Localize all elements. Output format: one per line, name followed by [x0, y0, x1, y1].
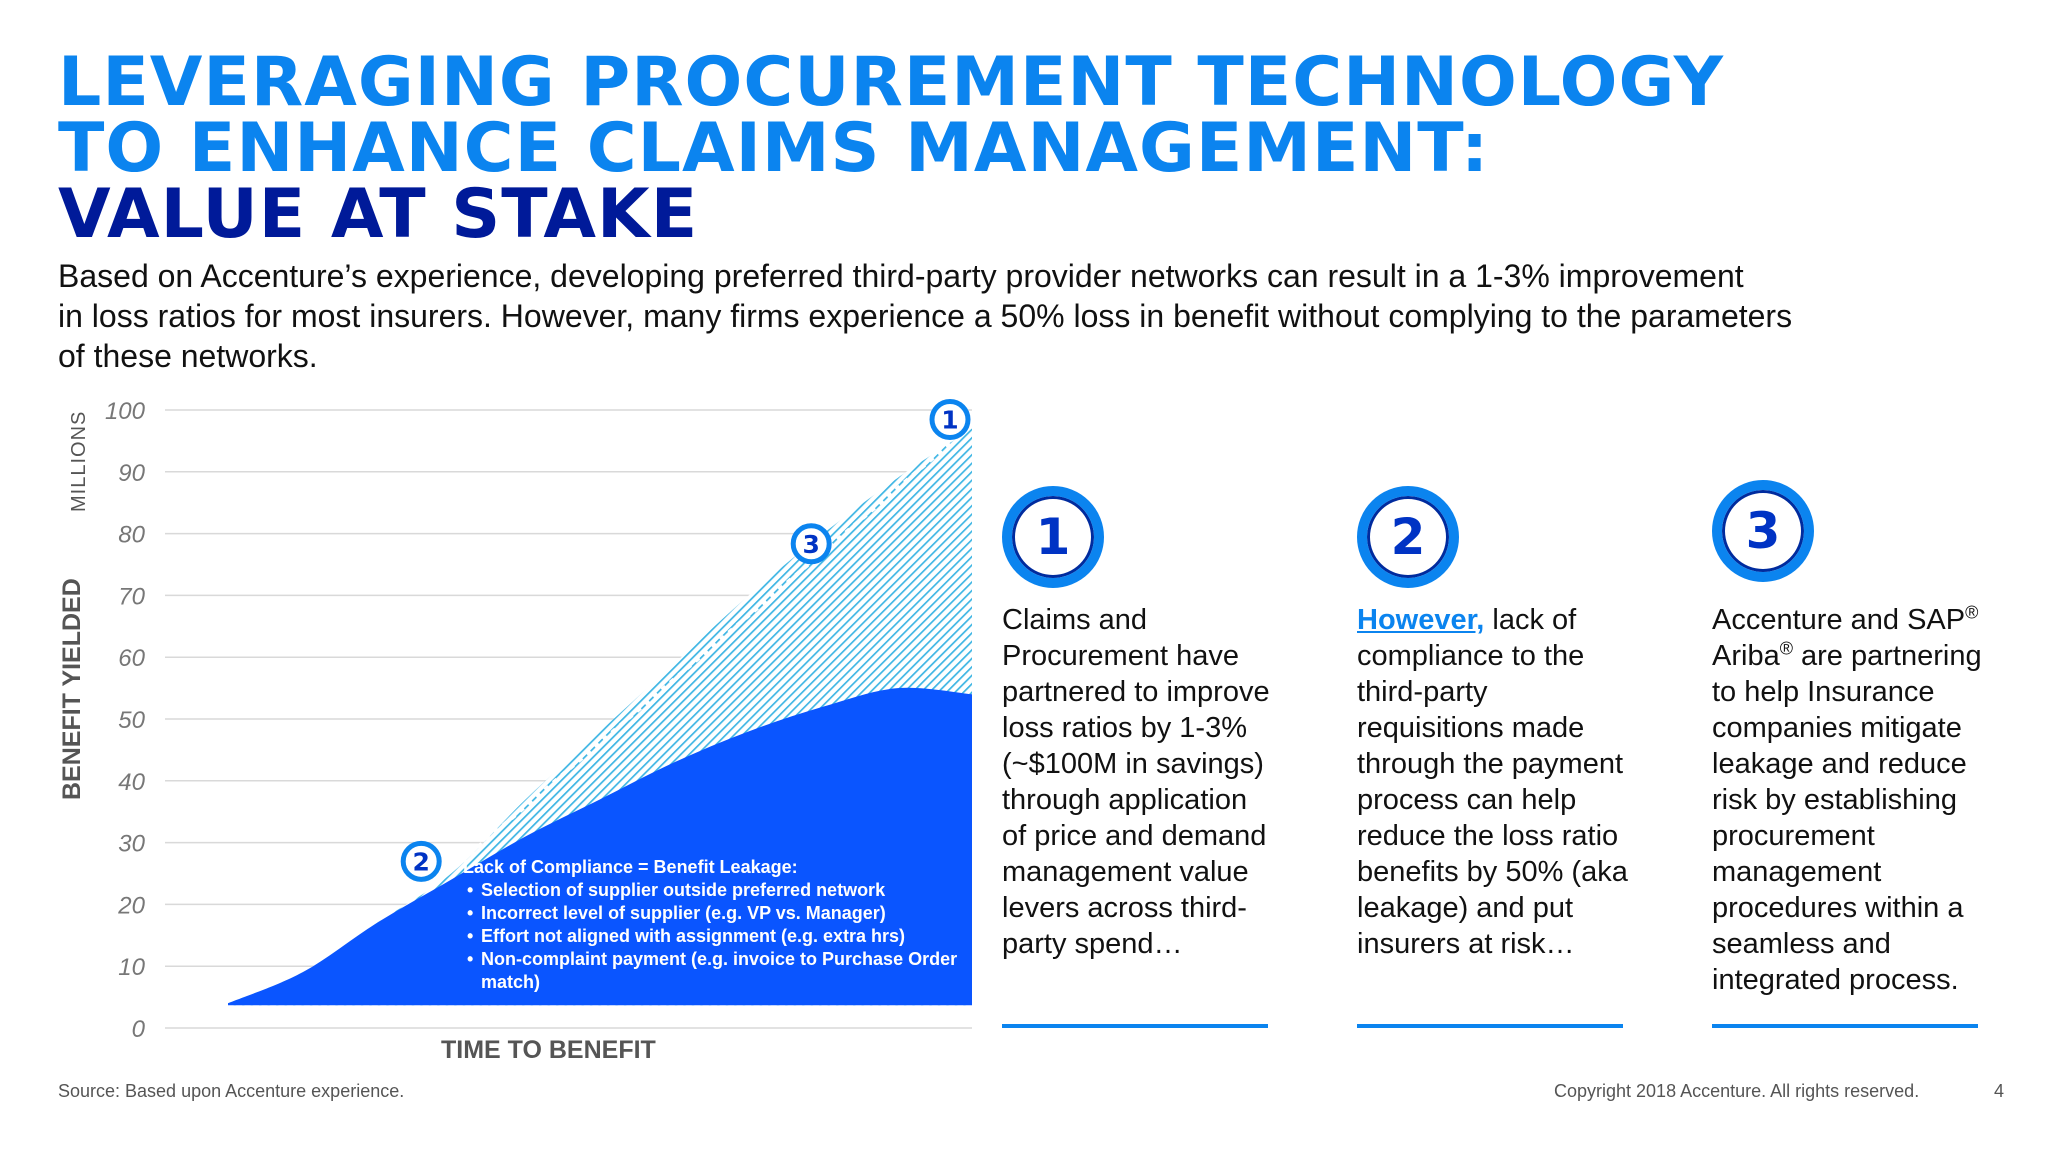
step-badge-3: 3 — [1712, 480, 1814, 582]
column-3-text: Accenture and SAP® Ariba® are partnering… — [1712, 602, 2022, 998]
marker-label: 3 — [802, 530, 819, 559]
leakage-annotation: Lack of Compliance = Benefit Leakage: Se… — [463, 856, 983, 994]
column-3-line-2-rest: are partnering — [1792, 640, 1982, 672]
column-3-underline — [1712, 1024, 1978, 1028]
column-3-line: procurement — [1712, 820, 1875, 852]
y-tick-label: 10 — [118, 954, 145, 981]
intro-line-3: of these networks. — [58, 338, 318, 374]
chart-markers: 1 3 2 — [400, 399, 971, 882]
y-tick-label: 30 — [118, 831, 145, 858]
column-2-line: through the payment — [1357, 748, 1624, 780]
y-tick-label: 0 — [132, 1016, 146, 1043]
leakage-annotation-title: Lack of Compliance = Benefit Leakage: — [463, 857, 798, 877]
column-3-line: companies mitigate — [1712, 712, 1962, 744]
column-3-line: risk by establishing — [1712, 784, 1957, 816]
leakage-item: Effort not aligned with assignment (e.g.… — [463, 925, 983, 948]
column-2-underline — [1357, 1024, 1623, 1028]
column-1-line: through application — [1002, 784, 1248, 816]
y-axis-title-label: BENEFIT YIELDED — [58, 578, 86, 800]
y-tick-label: 40 — [118, 769, 145, 796]
y-tick-label: 20 — [117, 892, 145, 919]
title-line-3: VALUE AT STAKE — [58, 175, 699, 254]
y-tick-label: 70 — [118, 583, 145, 610]
marker-label: 2 — [412, 847, 429, 876]
leakage-item: Non-complaint payment (e.g. invoice to P… — [463, 948, 983, 994]
column-1-line: levers across third- — [1002, 892, 1247, 924]
column-3-line: management — [1712, 856, 1882, 888]
intro-paragraph: Based on Accenture’s experience, develop… — [58, 256, 1958, 376]
y-tick-label: 60 — [118, 645, 145, 672]
marker-badge-3: 3 — [790, 523, 832, 565]
column-3-line: procedures within a — [1712, 892, 1964, 924]
column-2-line: compliance to the — [1357, 640, 1585, 672]
column-2-first-rest: lack of — [1484, 604, 1577, 636]
column-1-text: Claims and Procurement have partnered to… — [1002, 602, 1302, 962]
column-1-underline — [1002, 1024, 1268, 1028]
column-3-line: integrated process. — [1712, 964, 1959, 996]
intro-line-2: in loss ratios for most insurers. Howeve… — [58, 298, 1793, 334]
column-2-first-line: However, lack of — [1357, 602, 1657, 638]
column-2-line: insurers at risk… — [1357, 928, 1575, 960]
step-badge-2: 2 — [1357, 486, 1459, 588]
column-1-line: of price and demand — [1002, 820, 1267, 852]
leakage-item: Incorrect level of supplier (e.g. VP vs.… — [463, 902, 983, 925]
column-1-line: partnered to improve — [1002, 676, 1270, 708]
y-axis-unit-label: MILLIONS — [68, 410, 90, 512]
column-1-line: Procurement have — [1002, 640, 1239, 672]
column-2-line: requisitions made — [1357, 712, 1585, 744]
intro-line-1: Based on Accenture’s experience, develop… — [58, 258, 1744, 294]
y-tick-label: 50 — [118, 707, 145, 734]
however-link[interactable]: However, — [1357, 604, 1485, 636]
column-2-line: leakage) and put — [1357, 892, 1574, 924]
column-3-line: leakage and reduce — [1712, 748, 1967, 780]
title-line-1: LEVERAGING PROCUREMENT TECHNOLOGY — [58, 43, 1725, 122]
y-tick-label: 90 — [118, 460, 145, 487]
title-line-2: TO ENHANCE CLAIMS MANAGEMENT: — [58, 109, 1490, 188]
column-1-line: management value — [1002, 856, 1249, 888]
column-3-line-1-text: Accenture and SAP — [1712, 604, 1966, 636]
column-3-line-2: Ariba® are partnering — [1712, 638, 2022, 674]
column-3-line: seamless and — [1712, 928, 1891, 960]
column-1-line: loss ratios by 1-3% — [1002, 712, 1247, 744]
step-badge-1: 1 — [1002, 486, 1104, 588]
marker-label: 1 — [941, 406, 958, 435]
marker-badge-1: 1 — [929, 399, 971, 441]
leakage-annotation-list: Selection of supplier outside preferred … — [463, 879, 983, 994]
y-tick-label: 80 — [118, 522, 145, 549]
page-number: 4 — [1994, 1081, 2005, 1101]
y-axis-ticks: 0 10 20 30 40 50 60 70 80 90 100 — [105, 398, 146, 1043]
column-2-line: process can help — [1357, 784, 1577, 816]
column-1-line: (~$100M in savings) — [1002, 748, 1264, 780]
footer-source: Source: Based upon Accenture experience. — [58, 1081, 405, 1101]
column-1-line: party spend… — [1002, 928, 1183, 960]
column-2-line: third-party — [1357, 676, 1488, 708]
marker-badge-2: 2 — [400, 840, 442, 882]
registered-mark: ® — [1779, 638, 1793, 659]
column-3-line: to help Insurance — [1712, 676, 1935, 708]
column-3-line-1: Accenture and SAP® — [1712, 602, 2022, 638]
registered-mark: ® — [1965, 602, 1979, 623]
column-2-text: However, lack of compliance to the third… — [1357, 602, 1657, 962]
leakage-item: Selection of supplier outside preferred … — [463, 879, 983, 902]
y-tick-label: 100 — [105, 398, 146, 425]
footer-copyright: Copyright 2018 Accenture. All rights res… — [1554, 1081, 1920, 1101]
column-2-line: reduce the loss ratio — [1357, 820, 1619, 852]
column-3-ariba: Ariba — [1712, 640, 1780, 672]
column-2-line: benefits by 50% (aka — [1357, 856, 1628, 888]
column-1-line: Claims and — [1002, 604, 1148, 636]
x-axis-title: TIME TO BENEFIT — [441, 1036, 656, 1064]
